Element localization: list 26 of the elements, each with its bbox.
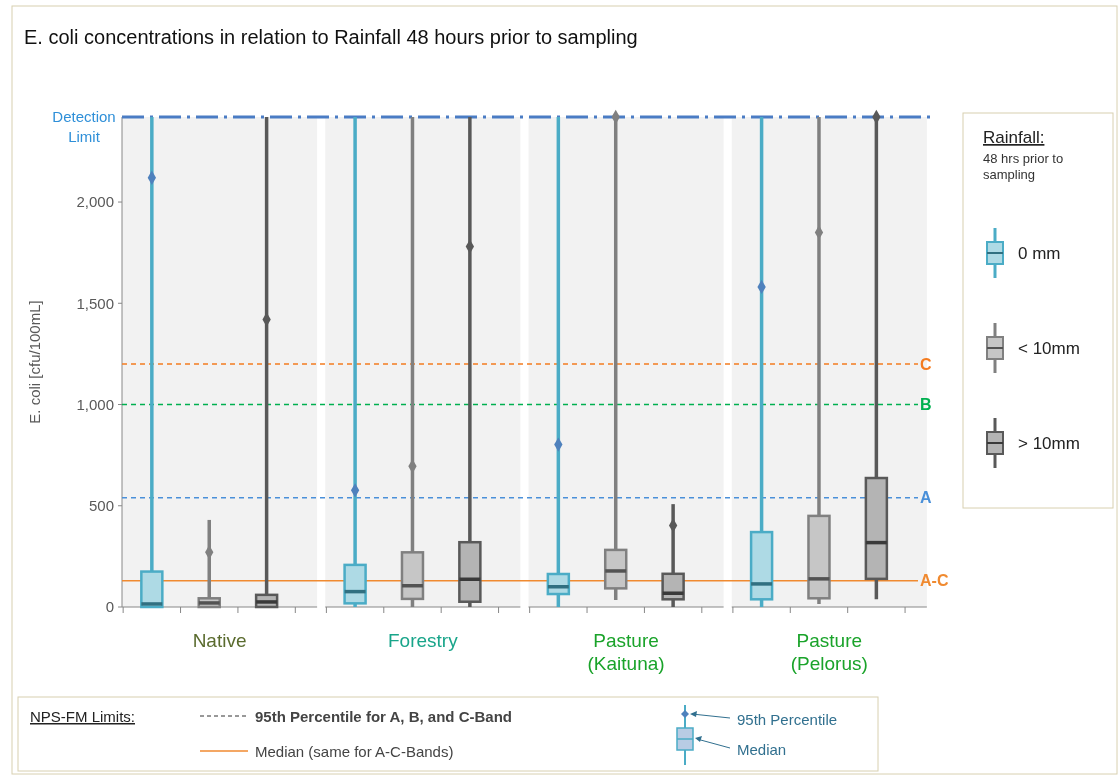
ref-line-label: Detection Limit [52,108,116,145]
text: 48 hrs prior to sampling [983,151,1064,182]
legend-label: > 10mm [1018,433,1080,453]
x-tick-label: Pasture (Pelorus) [790,630,868,674]
text: Median (same for A-C-Bands) [255,743,454,760]
y-tick-label: 0 [105,598,114,616]
legend-label: 0 mm [1018,243,1061,263]
ref-line-label: C [920,355,932,373]
y-tick-label: 1,500 [76,294,114,312]
ref-line-label: A-C [920,572,949,590]
legend-label: < 10mm [1018,338,1080,358]
y-tick-label: 1,000 [76,395,114,413]
chart-title: E. coli concentrations in relation to Rainfall 48 hours prior to sampling [24,26,638,48]
y-axis-title: E. coli [cfu/100mL] [26,300,43,424]
y-tick-label: 2,000 [76,193,114,211]
text: NPS-FM Limits: [30,708,135,725]
x-tick-label: Forestry [387,630,459,651]
ref-line-label: A [920,489,932,507]
text: 95th Percentile for A, B, and C-Band [255,708,512,725]
text: 95th Percentile [737,711,838,728]
x-tick-label: Native [192,630,247,651]
text: Median [737,741,787,758]
ref-line-label: B [920,396,932,414]
y-tick-label: 500 [88,497,114,515]
legend-title: Rainfall: [983,128,1045,147]
x-tick-label: Pasture (Kaituna) [587,630,665,674]
